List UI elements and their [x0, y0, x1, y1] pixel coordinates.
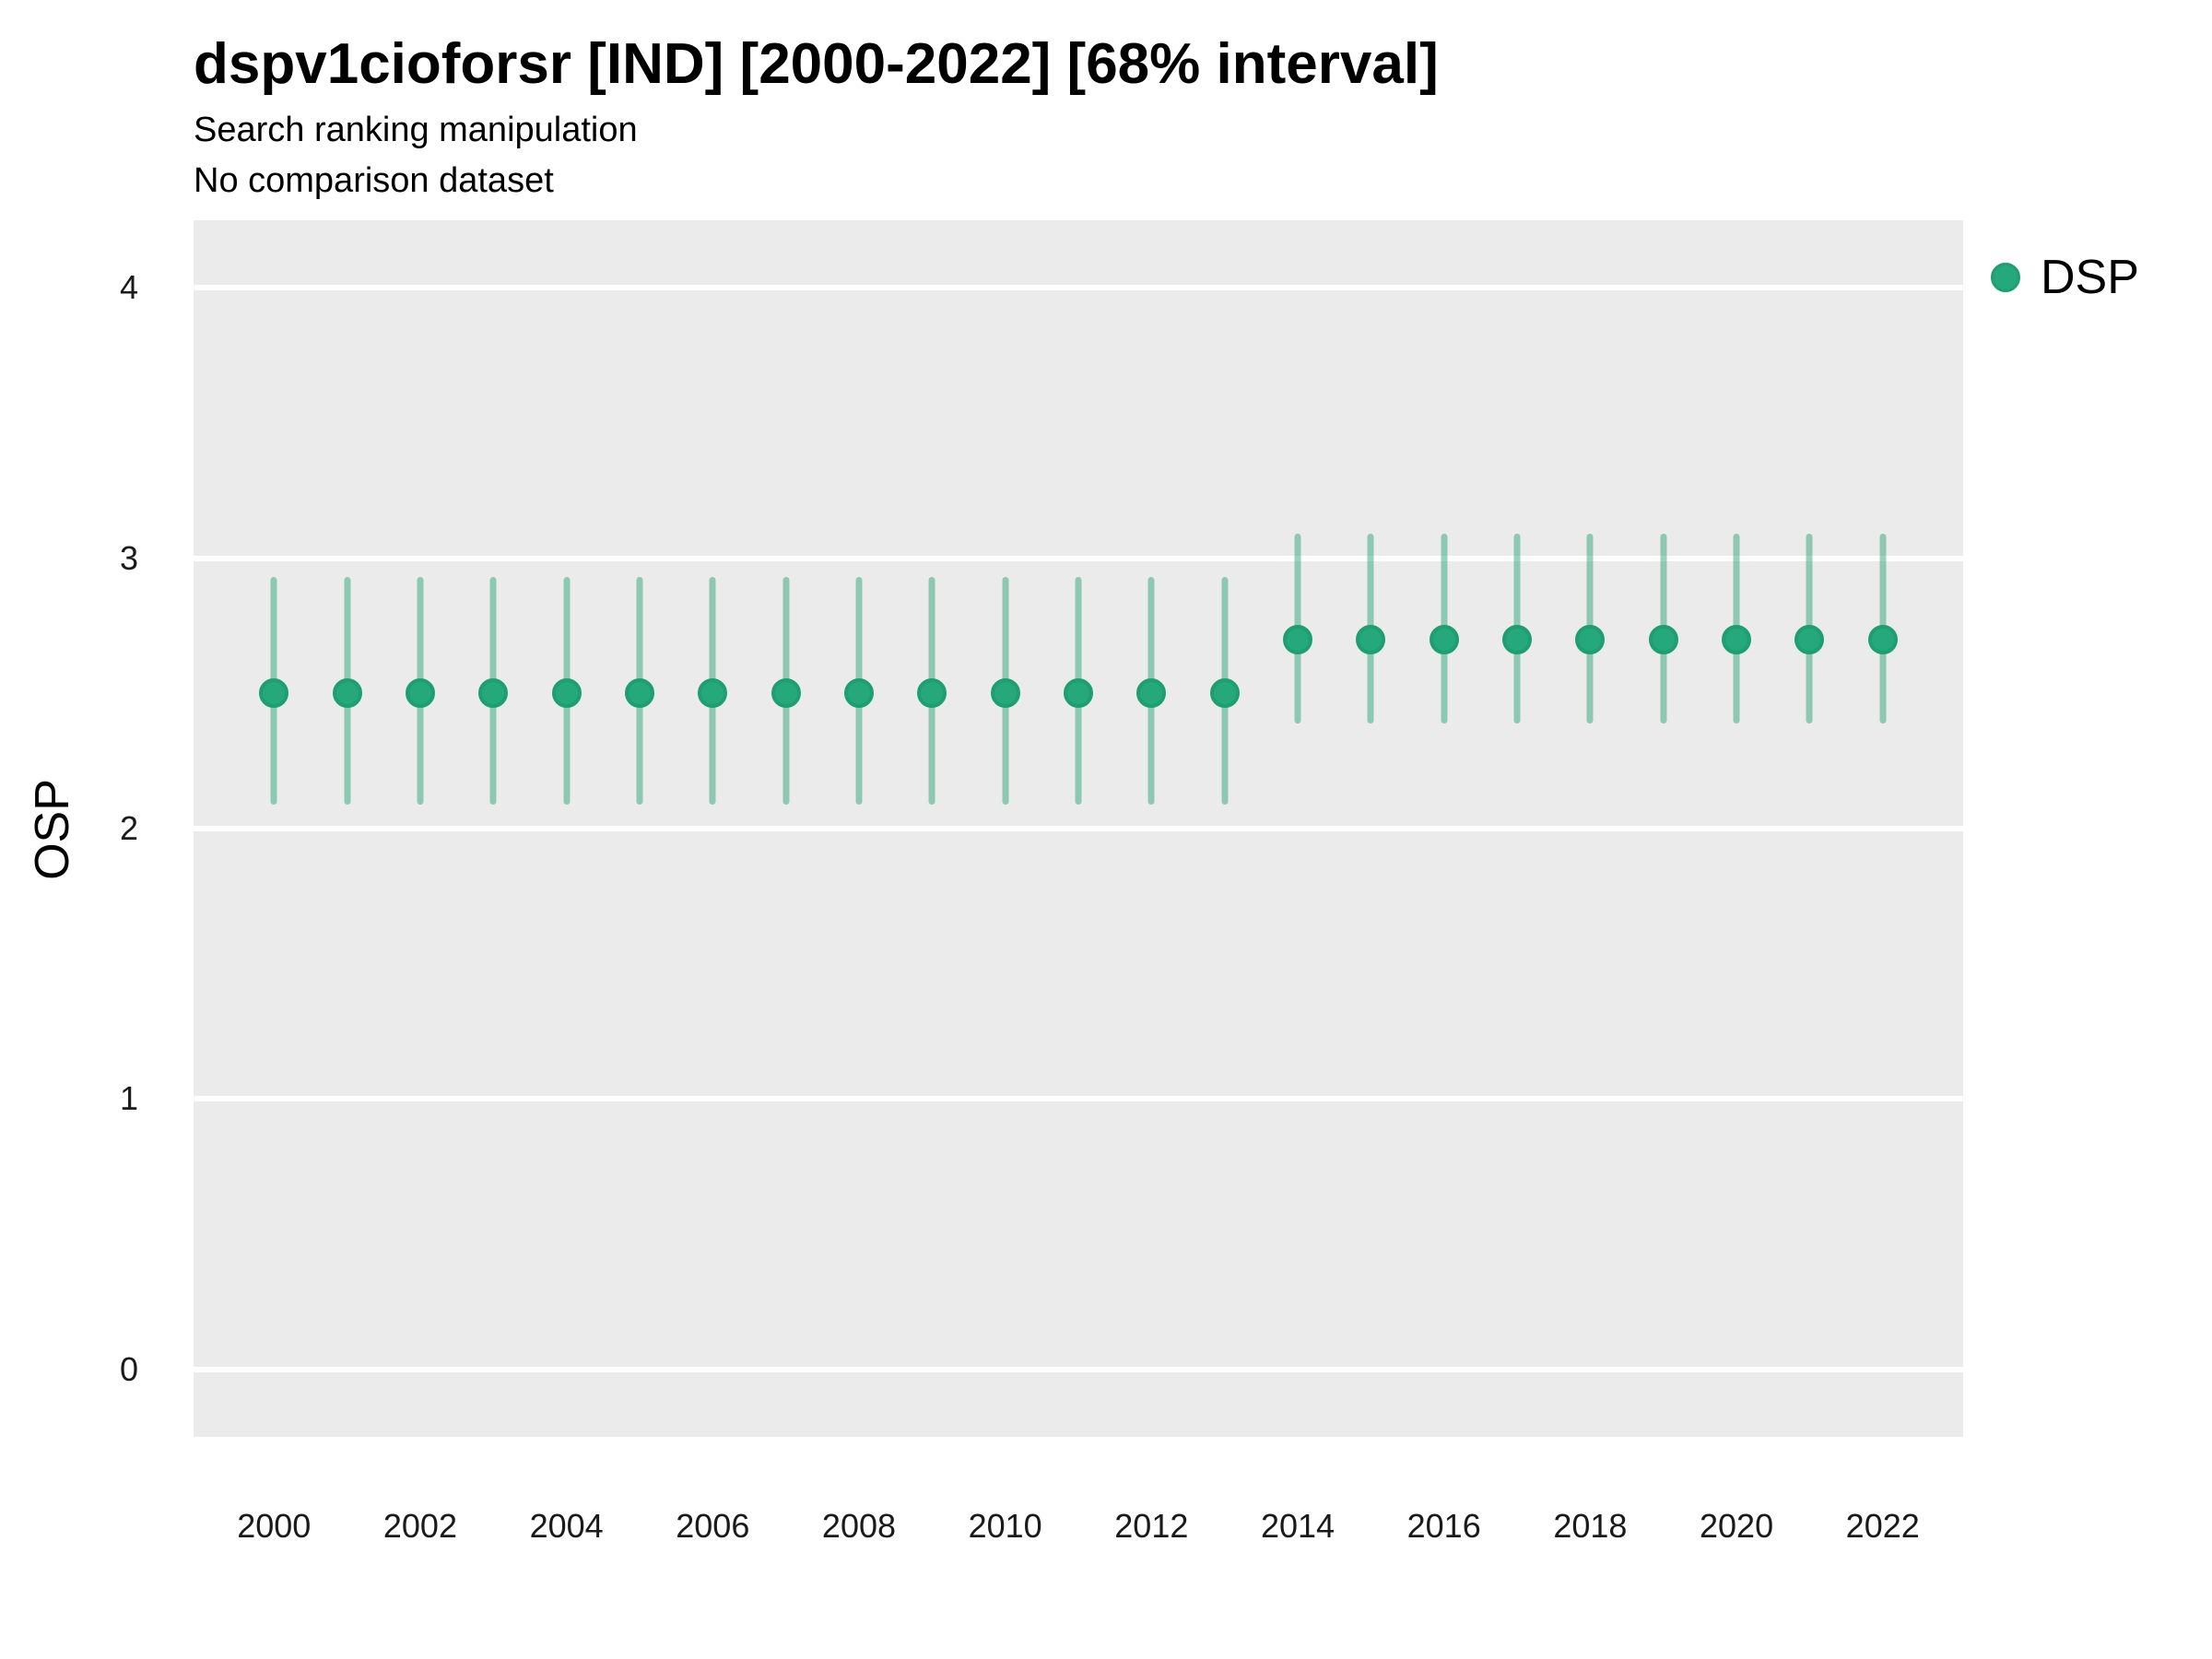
x-tick-label-2004: 2004: [529, 1507, 604, 1545]
data-point-2018: [1575, 624, 1606, 654]
data-point-2007: [771, 678, 801, 709]
x-tick-label-2016: 2016: [1406, 1507, 1481, 1545]
data-point-2004: [551, 678, 582, 709]
data-point-2000: [259, 678, 289, 709]
x-tick-label-2010: 2010: [968, 1507, 1042, 1545]
x-tick-label-2000: 2000: [237, 1507, 312, 1545]
x-tick-label-2008: 2008: [821, 1507, 897, 1545]
data-point-2012: [1136, 678, 1167, 709]
data-point-2001: [332, 678, 362, 709]
plot-panel: [194, 220, 1963, 1437]
chart-subtitle: Search ranking manipulation: [194, 111, 638, 149]
legend-circle-icon: [1991, 263, 2020, 292]
y-tick-label-3: 3: [119, 538, 138, 577]
data-point-2022: [1867, 624, 1898, 654]
gridline-y-1: [194, 1096, 1963, 1102]
data-point-2011: [1064, 678, 1093, 709]
y-tick-label-0: 0: [119, 1349, 138, 1388]
data-point-2015: [1356, 624, 1386, 654]
x-tick-label-2006: 2006: [676, 1507, 750, 1545]
y-tick-label-1: 1: [119, 1079, 138, 1118]
data-point-2016: [1429, 624, 1459, 654]
x-tick-label-2014: 2014: [1260, 1507, 1335, 1545]
x-tick-label-2002: 2002: [382, 1507, 457, 1545]
data-point-2020: [1722, 624, 1752, 654]
x-tick-label-2012: 2012: [1114, 1507, 1189, 1545]
x-tick-label-2020: 2020: [1700, 1507, 1774, 1545]
x-tick-label-2022: 2022: [1845, 1507, 1920, 1545]
legend: DSP: [1991, 252, 2139, 303]
data-point-2017: [1502, 624, 1533, 654]
data-point-2014: [1283, 624, 1313, 654]
chart-title: dspv1cioforsr [IND] [2000-2022] [68% int…: [194, 32, 1439, 96]
gridline-y-2: [194, 826, 1963, 831]
data-point-2010: [990, 678, 1020, 709]
chart-note: No comparison dataset: [194, 161, 554, 200]
y-tick-label-2: 2: [119, 809, 138, 847]
data-point-2009: [917, 678, 947, 709]
data-point-2005: [624, 678, 654, 709]
x-tick-label-2018: 2018: [1553, 1507, 1628, 1545]
gridline-y-4: [194, 285, 1963, 291]
data-point-2003: [478, 678, 509, 709]
legend-label: DSP: [2041, 251, 2139, 304]
data-point-2021: [1794, 624, 1825, 654]
data-point-2002: [405, 678, 435, 709]
data-point-2013: [1209, 678, 1240, 709]
data-point-2006: [698, 678, 728, 709]
y-tick-label-4: 4: [119, 268, 138, 307]
gridline-y-3: [194, 555, 1963, 561]
data-point-2008: [843, 678, 874, 709]
gridline-y-0: [194, 1366, 1963, 1372]
data-point-2019: [1648, 624, 1678, 654]
